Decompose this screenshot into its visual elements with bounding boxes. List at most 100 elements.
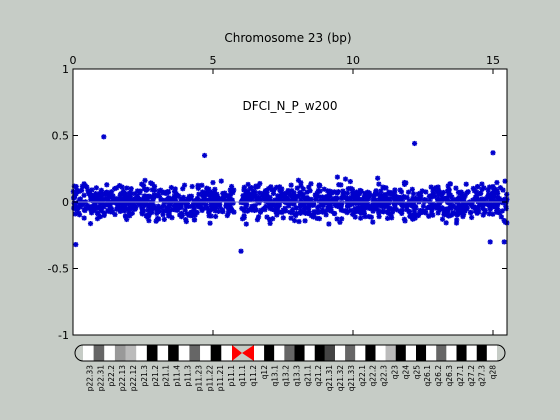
centromere — [232, 345, 242, 361]
data-point — [474, 184, 481, 190]
x-tick-label: 5 — [210, 54, 217, 67]
chromosome-ideogram: p22.33 p22.31 p22.2 p22.13 p22.12 p21.3 p21.2 p… — [74, 344, 506, 391]
data-point — [368, 214, 374, 220]
ideogram-band — [405, 345, 416, 361]
data-point — [79, 200, 85, 206]
band-label: p22.13 — [118, 365, 127, 391]
data-point — [313, 192, 319, 199]
data-point — [161, 216, 167, 223]
data-point — [266, 217, 273, 223]
ideogram-band — [189, 345, 201, 361]
data-point — [435, 210, 441, 216]
ideogram-band — [146, 345, 158, 361]
ideogram-band — [178, 345, 190, 361]
band-label: q25 — [412, 365, 421, 380]
data-point — [475, 206, 481, 213]
data-point — [244, 208, 251, 214]
data-point — [342, 176, 349, 182]
data-point — [458, 210, 464, 217]
data-point — [97, 190, 103, 196]
data-point — [487, 239, 493, 245]
data-point — [83, 206, 89, 212]
chart-title: Chromosome 23 (bp) — [224, 31, 351, 45]
data-point — [208, 202, 214, 208]
data-point — [149, 206, 155, 212]
data-point — [211, 188, 217, 194]
x-tick-label: 15 — [486, 54, 500, 67]
data-point — [377, 195, 383, 202]
data-point — [277, 187, 283, 193]
data-point — [207, 192, 213, 199]
data-point — [349, 186, 355, 192]
data-point — [376, 181, 382, 187]
data-point — [498, 214, 504, 220]
data-point — [270, 187, 277, 193]
ideogram-band — [466, 345, 477, 361]
band-label: q26.1 — [423, 365, 432, 387]
band-label: q21.31 — [325, 365, 334, 391]
ideogram-band — [395, 345, 406, 361]
band-label: q27.3 — [478, 365, 487, 387]
ideogram-band — [157, 345, 169, 361]
data-point — [190, 203, 196, 209]
ideogram-band — [314, 345, 325, 361]
data-point — [344, 203, 351, 210]
data-point — [276, 202, 283, 208]
data-point — [270, 216, 276, 222]
data-point — [94, 198, 100, 204]
data-point — [239, 216, 246, 222]
data-point — [196, 191, 202, 197]
data-point — [139, 211, 146, 217]
data-point — [389, 209, 396, 215]
data-point — [447, 192, 453, 198]
data-point — [500, 187, 506, 193]
data-point — [384, 215, 391, 221]
data-point — [357, 187, 363, 194]
data-point — [423, 189, 429, 195]
data-point — [254, 194, 260, 200]
band-label: q21.33 — [347, 365, 356, 391]
data-point — [141, 202, 148, 209]
band-label: q23 — [391, 365, 400, 380]
ideogram-band — [416, 345, 427, 361]
data-point — [430, 212, 436, 218]
data-point — [255, 183, 261, 190]
data-point — [101, 212, 107, 219]
band-label: p22.2 — [107, 365, 116, 387]
data-point — [470, 204, 477, 210]
data-point — [490, 150, 496, 156]
data-point — [87, 221, 94, 227]
data-point — [142, 196, 148, 202]
data-point — [375, 191, 381, 197]
data-point — [311, 209, 317, 215]
data-point — [280, 215, 286, 221]
ideogram-band — [385, 345, 396, 361]
data-point — [161, 189, 167, 195]
ideogram-band — [375, 345, 386, 361]
data-point — [145, 207, 151, 213]
band-label: q21.32 — [336, 365, 345, 391]
band-label: q22.3 — [380, 365, 389, 387]
data-point — [431, 191, 437, 197]
data-point — [436, 190, 442, 196]
data-point — [172, 207, 178, 213]
ideogram-band — [324, 345, 335, 361]
data-point — [494, 188, 500, 194]
data-point — [256, 190, 263, 196]
y-tick-label: 1 — [62, 63, 69, 76]
data-point — [338, 205, 344, 212]
data-point — [494, 206, 500, 212]
ideogram-band — [83, 345, 94, 361]
data-point — [275, 193, 281, 199]
data-point — [189, 212, 195, 218]
data-point — [470, 185, 476, 192]
data-point — [73, 183, 79, 190]
data-point — [308, 181, 314, 187]
band-label: p11.1 — [227, 365, 236, 387]
data-point — [462, 193, 468, 199]
data-point — [380, 209, 387, 215]
data-point — [252, 189, 258, 195]
data-point — [291, 218, 298, 224]
ideogram-band — [456, 345, 467, 361]
data-point — [371, 193, 377, 199]
